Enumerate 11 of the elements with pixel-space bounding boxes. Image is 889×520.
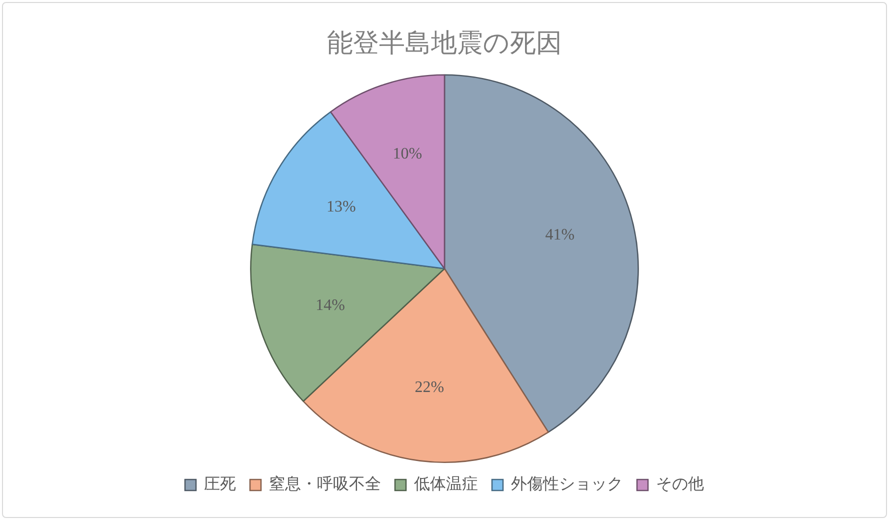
data-label: 22% [414, 378, 444, 396]
legend-label: 外傷性ショック [511, 474, 623, 494]
legend-label: 低体温症 [414, 474, 478, 494]
data-label: 13% [326, 198, 356, 216]
data-label: 14% [316, 296, 345, 314]
chart-title: 能登半島地震の死因 [327, 28, 562, 58]
legend-label: 圧死 [204, 474, 236, 494]
legend-label: 窒息・呼吸不全 [269, 474, 381, 494]
legend-label: その他 [656, 474, 704, 494]
data-label: 41% [545, 226, 575, 244]
data-label: 10% [392, 146, 422, 163]
